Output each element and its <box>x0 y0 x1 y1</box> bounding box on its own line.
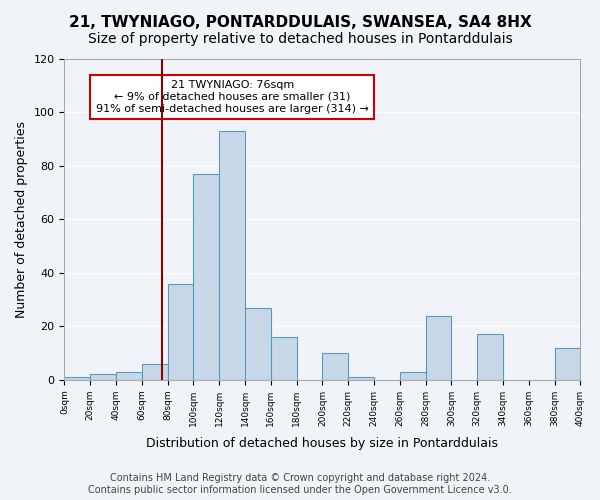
Text: 21 TWYNIAGO: 76sqm
← 9% of detached houses are smaller (31)
91% of semi-detached: 21 TWYNIAGO: 76sqm ← 9% of detached hous… <box>95 80 368 114</box>
Bar <box>271 337 296 380</box>
Bar <box>554 348 580 380</box>
Y-axis label: Number of detached properties: Number of detached properties <box>15 121 28 318</box>
Bar <box>322 353 348 380</box>
Bar <box>64 377 90 380</box>
Bar <box>90 374 116 380</box>
Bar <box>245 308 271 380</box>
Text: Contains HM Land Registry data © Crown copyright and database right 2024.
Contai: Contains HM Land Registry data © Crown c… <box>88 474 512 495</box>
Text: 21, TWYNIAGO, PONTARDDULAIS, SWANSEA, SA4 8HX: 21, TWYNIAGO, PONTARDDULAIS, SWANSEA, SA… <box>68 15 532 30</box>
Bar <box>477 334 503 380</box>
Bar <box>167 284 193 380</box>
Bar <box>348 377 374 380</box>
Bar <box>425 316 451 380</box>
Bar <box>116 372 142 380</box>
Text: Size of property relative to detached houses in Pontarddulais: Size of property relative to detached ho… <box>88 32 512 46</box>
X-axis label: Distribution of detached houses by size in Pontarddulais: Distribution of detached houses by size … <box>146 437 499 450</box>
Bar <box>193 174 219 380</box>
Bar <box>142 364 167 380</box>
Bar <box>400 372 425 380</box>
Bar <box>219 131 245 380</box>
